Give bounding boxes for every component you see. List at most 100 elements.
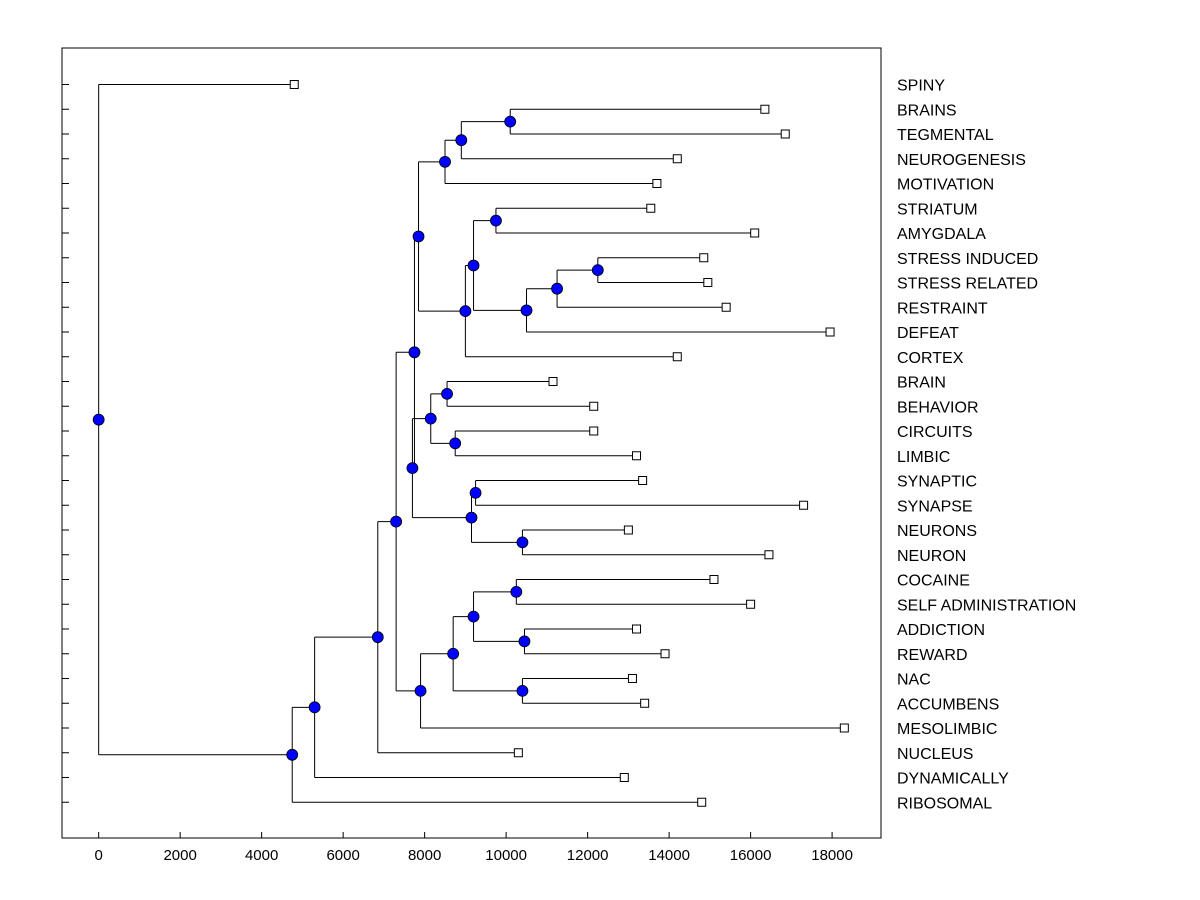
merge-node-m17 bbox=[406, 462, 419, 475]
leaf-label-brain: BRAIN bbox=[897, 375, 946, 392]
merge-node-m21 bbox=[467, 610, 480, 623]
x-tick-label-6000: 6000 bbox=[326, 847, 359, 864]
merge-node-m15 bbox=[516, 536, 529, 549]
merge-node-m3 bbox=[439, 155, 451, 168]
leaf-marker-mesolimbic bbox=[839, 723, 849, 733]
leaf-label-neuron: NEURON bbox=[897, 548, 966, 565]
merge-node-m4 bbox=[490, 214, 502, 227]
merge-node-m16 bbox=[465, 511, 478, 524]
leaf-label-accumbens: ACCUMBENS bbox=[897, 696, 999, 713]
merge-node-m29 bbox=[92, 413, 105, 426]
merge-node-m7 bbox=[520, 304, 533, 317]
leaf-label-defeat: DEFEAT bbox=[897, 325, 959, 342]
merge-node-m26 bbox=[371, 631, 384, 644]
x-tick-label-16000: 16000 bbox=[730, 847, 772, 864]
leaf-marker-brains bbox=[760, 104, 770, 114]
leaf-marker-neurogenesis bbox=[672, 154, 682, 164]
leaf-labels: SPINY BRAINS TEGMENTAL NEUROGENESIS MOTIVATI… bbox=[897, 78, 1076, 813]
merge-node-m10 bbox=[412, 230, 425, 243]
merge-node-m22 bbox=[516, 684, 529, 697]
leaf-label-nucleus: NUCLEUS bbox=[897, 746, 973, 763]
merge-node-m18 bbox=[408, 346, 421, 359]
x-tick-label-8000: 8000 bbox=[408, 847, 441, 864]
leaf-label-cocaine: COCAINE bbox=[897, 573, 970, 590]
merge-node-m20 bbox=[518, 635, 531, 648]
x-tick-label-0: 0 bbox=[94, 847, 102, 864]
leaf-marker-synapse bbox=[799, 500, 809, 510]
leaf-label-striatum: STRIATUM bbox=[897, 201, 978, 218]
leaf-marker-reward bbox=[660, 649, 670, 659]
merge-node-m19 bbox=[510, 585, 523, 598]
leaf-label-brains: BRAINS bbox=[897, 102, 957, 119]
merge-node-m1 bbox=[504, 115, 517, 128]
leaf-label-restraint: RESTRAINT bbox=[897, 300, 988, 317]
merge-node-m2 bbox=[455, 134, 468, 147]
leaf-label-stress-induced: STRESS INDUCED bbox=[897, 251, 1038, 268]
dendrogram-edges bbox=[98, 84, 845, 803]
merge-node-m14 bbox=[469, 486, 482, 499]
leaf-marker-self-administration bbox=[746, 599, 756, 609]
x-tick-label-12000: 12000 bbox=[567, 847, 609, 864]
merge-node-m13 bbox=[424, 412, 437, 425]
leaf-label-circuits: CIRCUITS bbox=[897, 424, 973, 441]
merge-node-m12 bbox=[449, 437, 462, 450]
leaf-label-neurons: NEURONS bbox=[897, 523, 977, 540]
leaf-marker-stress-induced bbox=[699, 253, 709, 263]
y-tick-marks bbox=[62, 84, 69, 803]
leaf-label-self-administration: SELF ADMINISTRATION bbox=[897, 597, 1076, 614]
leaf-marker-synaptic bbox=[638, 476, 648, 485]
leaf-markers bbox=[289, 80, 849, 807]
leaf-marker-nucleus bbox=[513, 748, 523, 758]
leaf-label-tegmental: TEGMENTAL bbox=[897, 127, 994, 144]
leaf-label-nac: NAC bbox=[897, 672, 931, 689]
leaf-marker-circuits bbox=[589, 426, 599, 436]
x-axis: 0 2000 4000 6000 8000 10000 12000 14000 16000 180… bbox=[94, 832, 853, 864]
leaf-marker-restraint bbox=[721, 302, 731, 312]
leaf-label-motivation: MOTIVATION bbox=[897, 177, 994, 194]
leaf-label-spiny: SPINY bbox=[897, 78, 945, 95]
merge-node-m25 bbox=[390, 515, 403, 528]
leaf-marker-spiny bbox=[289, 80, 299, 89]
leaf-marker-addiction bbox=[632, 624, 642, 634]
leaf-marker-neuron bbox=[764, 550, 774, 560]
leaf-marker-dynamically bbox=[619, 773, 629, 782]
leaf-marker-cortex bbox=[672, 352, 682, 362]
merge-node-m28 bbox=[286, 748, 299, 761]
plot-frame bbox=[61, 47, 882, 839]
leaf-marker-striatum bbox=[646, 203, 656, 213]
leaf-label-synapse: SYNAPSE bbox=[897, 498, 973, 515]
merge-nodes bbox=[92, 115, 604, 761]
leaf-label-neurogenesis: NEUROGENESIS bbox=[897, 152, 1026, 169]
leaf-label-stress-related: STRESS RELATED bbox=[897, 276, 1038, 293]
x-tick-label-4000: 4000 bbox=[245, 847, 278, 864]
leaf-marker-behavior bbox=[589, 401, 599, 411]
leaf-marker-ribosomal bbox=[697, 797, 707, 807]
x-tick-label-2000: 2000 bbox=[163, 847, 196, 864]
leaf-marker-brain bbox=[548, 377, 558, 386]
leaf-marker-accumbens bbox=[640, 698, 650, 708]
x-tick-label-18000: 18000 bbox=[811, 847, 853, 864]
leaf-label-limbic: LIMBIC bbox=[897, 449, 950, 466]
leaf-label-amygdala: AMYGDALA bbox=[897, 226, 986, 243]
leaf-label-cortex: CORTEX bbox=[897, 350, 964, 367]
merge-node-m23 bbox=[447, 647, 460, 660]
leaf-label-mesolimbic: MESOLIMBIC bbox=[897, 721, 997, 738]
leaf-marker-stress-related bbox=[703, 278, 713, 287]
merge-node-m9 bbox=[459, 305, 472, 318]
x-tick-label-10000: 10000 bbox=[485, 847, 527, 864]
leaf-marker-limbic bbox=[632, 451, 642, 461]
leaf-label-synaptic: SYNAPTIC bbox=[897, 474, 977, 491]
merge-node-m5 bbox=[591, 264, 604, 277]
leaf-label-ribosomal: RIBOSOMAL bbox=[897, 795, 992, 812]
leaf-marker-defeat bbox=[825, 327, 835, 337]
leaf-label-addiction: ADDICTION bbox=[897, 622, 985, 639]
leaf-marker-cocaine bbox=[709, 575, 719, 584]
leaf-marker-nac bbox=[627, 674, 637, 683]
leaf-marker-motivation bbox=[652, 179, 662, 188]
x-tick-label-14000: 14000 bbox=[648, 847, 690, 864]
merge-node-m6 bbox=[551, 282, 563, 295]
leaf-label-behavior: BEHAVIOR bbox=[897, 399, 979, 416]
leaf-label-reward: REWARD bbox=[897, 647, 968, 664]
merge-node-m27 bbox=[308, 701, 321, 714]
